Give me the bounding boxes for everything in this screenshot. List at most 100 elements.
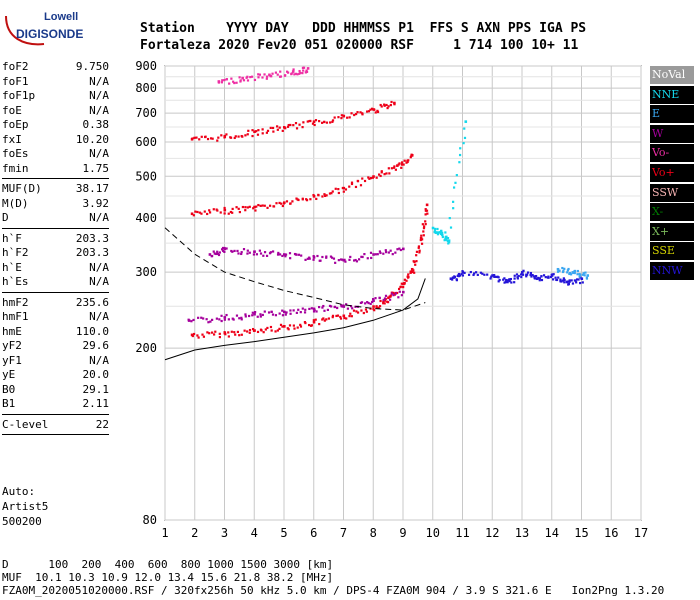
data-point bbox=[583, 274, 586, 277]
data-point bbox=[251, 75, 254, 78]
data-point bbox=[306, 67, 310, 70]
param-name: C-level bbox=[2, 417, 49, 431]
data-point bbox=[400, 282, 403, 285]
data-point bbox=[287, 328, 290, 331]
data-point bbox=[506, 280, 509, 284]
data-point bbox=[349, 312, 352, 315]
data-point bbox=[301, 66, 305, 69]
param-name: yF2 bbox=[2, 339, 22, 352]
data-point bbox=[274, 330, 277, 333]
data-point bbox=[383, 173, 386, 176]
data-point bbox=[540, 278, 544, 282]
data-point bbox=[562, 277, 565, 280]
data-point bbox=[244, 313, 247, 316]
data-point bbox=[223, 206, 226, 210]
data-point bbox=[493, 274, 496, 277]
data-point bbox=[489, 277, 492, 280]
data-point bbox=[251, 311, 254, 314]
data-point bbox=[529, 273, 532, 277]
data-point bbox=[366, 110, 369, 113]
data-point bbox=[269, 204, 272, 207]
logo-line2: DIGISONDE bbox=[16, 27, 83, 41]
data-point bbox=[372, 175, 375, 178]
data-point bbox=[360, 309, 363, 312]
data-point bbox=[216, 209, 219, 212]
data-point bbox=[356, 111, 359, 114]
data-point bbox=[315, 197, 318, 201]
data-point bbox=[274, 71, 277, 74]
data-point bbox=[380, 105, 383, 108]
data-point bbox=[362, 311, 365, 315]
data-point bbox=[563, 278, 566, 282]
data-point bbox=[502, 278, 505, 281]
data-point bbox=[312, 307, 316, 311]
data-point bbox=[277, 251, 280, 255]
data-point bbox=[342, 114, 346, 118]
trace-nne bbox=[431, 120, 468, 245]
data-point bbox=[538, 277, 541, 280]
data-point bbox=[294, 122, 298, 125]
data-point bbox=[260, 329, 263, 332]
data-point bbox=[266, 129, 270, 132]
data-point bbox=[252, 207, 255, 210]
data-point bbox=[223, 250, 226, 253]
data-point bbox=[370, 107, 374, 110]
data-point bbox=[312, 310, 316, 313]
data-point bbox=[274, 314, 278, 317]
data-point bbox=[348, 258, 351, 261]
data-point bbox=[561, 266, 564, 270]
data-point bbox=[208, 332, 211, 335]
data-point bbox=[503, 277, 506, 280]
data-point bbox=[307, 323, 311, 327]
data-point bbox=[323, 120, 326, 123]
data-point bbox=[208, 253, 212, 256]
data-point bbox=[409, 156, 412, 159]
data-point bbox=[263, 204, 266, 207]
data-point bbox=[220, 248, 224, 251]
x-tick-label: 16 bbox=[604, 526, 618, 540]
data-point bbox=[217, 80, 221, 83]
data-point bbox=[379, 251, 382, 255]
data-point bbox=[433, 231, 436, 234]
data-point bbox=[396, 164, 399, 167]
data-point bbox=[235, 206, 238, 209]
data-point bbox=[377, 306, 380, 309]
data-point bbox=[234, 333, 237, 336]
param-row: h`E N/A bbox=[2, 261, 109, 276]
data-point bbox=[444, 236, 448, 239]
data-point bbox=[261, 313, 264, 317]
data-point bbox=[291, 70, 295, 73]
data-point bbox=[281, 204, 284, 208]
data-point bbox=[371, 298, 375, 301]
data-point bbox=[351, 307, 354, 310]
param-row: foF1 N/A bbox=[2, 75, 109, 90]
param-row: fmin 1.75 bbox=[2, 162, 109, 177]
data-point bbox=[366, 301, 369, 304]
y-tick-label: 700 bbox=[135, 106, 157, 120]
data-point bbox=[268, 73, 271, 77]
data-point bbox=[301, 126, 304, 129]
legend-item-vo: Vo+ bbox=[650, 163, 694, 182]
data-point bbox=[321, 195, 324, 198]
data-point bbox=[253, 78, 257, 82]
trace-f-trace bbox=[190, 203, 429, 339]
x-tick-label: 3 bbox=[221, 526, 228, 540]
data-point bbox=[372, 108, 375, 111]
data-point bbox=[403, 278, 406, 281]
data-point bbox=[187, 319, 191, 322]
param-row: h`F2 203.3 bbox=[2, 246, 109, 261]
data-point bbox=[382, 302, 385, 305]
data-point bbox=[369, 302, 372, 305]
data-point bbox=[331, 190, 334, 193]
data-point bbox=[581, 281, 584, 284]
data-point bbox=[325, 121, 329, 124]
data-point bbox=[271, 126, 275, 130]
data-point bbox=[211, 318, 214, 321]
data-point bbox=[382, 300, 385, 303]
data-point bbox=[272, 205, 276, 208]
data-point bbox=[202, 335, 206, 338]
data-point bbox=[251, 134, 254, 138]
data-point bbox=[192, 318, 195, 322]
data-point bbox=[206, 212, 209, 216]
trace-nnw bbox=[449, 269, 584, 286]
